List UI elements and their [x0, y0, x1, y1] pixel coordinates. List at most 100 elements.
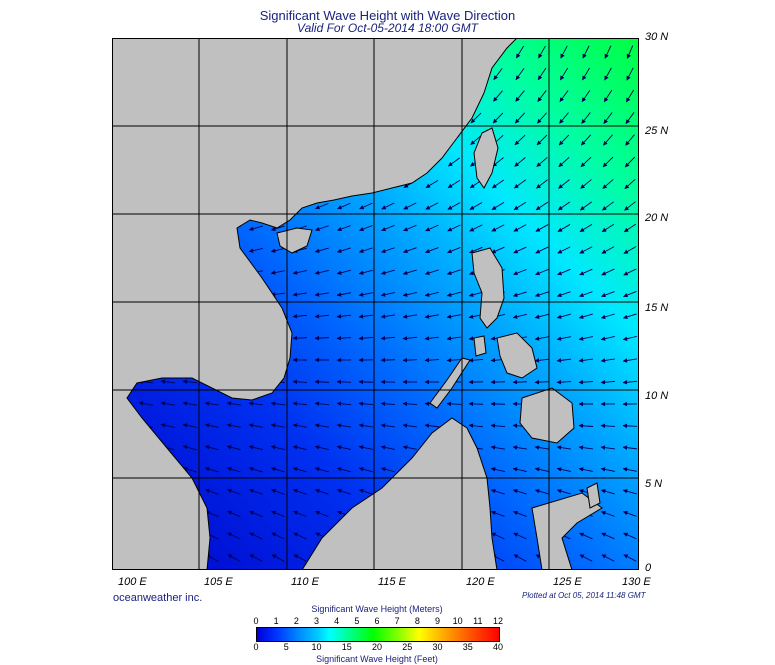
wave-direction-arrow	[447, 202, 461, 210]
wave-direction-arrow	[512, 488, 527, 495]
wave-direction-arrow	[446, 314, 461, 319]
wave-direction-arrow	[603, 134, 613, 146]
wave-direction-arrow	[380, 445, 395, 450]
wave-direction-arrow	[624, 201, 636, 211]
wave-direction-arrow	[380, 269, 395, 275]
wave-direction-arrow	[182, 423, 197, 428]
wave-direction-arrow	[514, 157, 526, 167]
wave-direction-arrow	[314, 225, 329, 232]
wave-direction-arrow	[623, 291, 637, 298]
wave-direction-arrow	[536, 179, 548, 189]
wave-direction-arrow	[535, 268, 549, 276]
wave-direction-arrow	[558, 134, 570, 146]
wave-direction-arrow	[622, 489, 637, 495]
wave-direction-arrow	[512, 467, 527, 473]
wave-height-map	[112, 38, 639, 570]
wave-direction-arrow	[534, 358, 550, 363]
visayas-islands	[496, 332, 538, 379]
wave-direction-arrow	[314, 445, 329, 450]
wave-direction-arrow	[579, 201, 592, 211]
wave-direction-arrow	[557, 201, 571, 211]
wave-direction-arrow	[293, 510, 307, 518]
wave-direction-arrow	[537, 67, 547, 81]
wave-direction-arrow	[559, 90, 569, 103]
wave-direction-arrow	[425, 224, 439, 232]
taiwan-island	[473, 127, 499, 189]
wave-direction-arrow	[557, 268, 571, 276]
wave-direction-arrow	[513, 554, 527, 562]
wave-direction-arrow	[160, 401, 175, 406]
wave-direction-arrow	[491, 510, 505, 517]
wave-direction-arrow	[446, 269, 461, 276]
wave-direction-arrow	[358, 314, 373, 319]
wave-direction-arrow	[248, 488, 263, 495]
wave-direction-arrow	[447, 157, 460, 167]
asia-mainland-land	[112, 38, 518, 570]
legend-meters-tick: 0	[253, 616, 259, 626]
wave-direction-arrow	[358, 401, 374, 406]
lon-label-130e: 130 E	[622, 576, 651, 588]
wave-direction-arrow	[581, 89, 591, 103]
wave-direction-arrow	[513, 246, 527, 254]
wave-direction-arrow	[292, 401, 308, 406]
legend-meters-tick: 6	[374, 616, 380, 626]
wave-direction-arrow	[358, 467, 373, 473]
wave-direction-arrow	[622, 510, 637, 517]
wave-direction-arrow	[600, 423, 616, 429]
legend-meters-tick: 12	[492, 616, 504, 626]
lon-label-105e: 105 E	[204, 576, 233, 588]
wave-direction-arrow	[534, 291, 549, 298]
wave-direction-arrow	[513, 269, 527, 276]
wave-direction-arrow	[248, 248, 263, 253]
wave-direction-arrow	[270, 270, 285, 275]
legend-meters-tick: 1	[273, 616, 279, 626]
wave-direction-arrow	[600, 379, 616, 385]
wave-direction-arrow	[425, 247, 439, 254]
wave-direction-arrow	[468, 291, 483, 297]
wave-direction-arrow	[468, 423, 484, 428]
wave-direction-arrow	[600, 313, 615, 319]
wave-direction-arrow	[446, 291, 461, 297]
wave-direction-arrow	[624, 156, 636, 168]
wave-direction-arrow	[469, 224, 483, 232]
wave-direction-arrow	[314, 270, 329, 275]
wave-direction-arrow	[314, 401, 330, 406]
wave-direction-arrow	[402, 336, 418, 341]
legend-meters-tick: 11	[473, 616, 483, 626]
wave-direction-arrow	[582, 67, 590, 81]
wave-direction-arrow	[623, 554, 637, 562]
wave-direction-arrow	[248, 466, 263, 473]
wave-direction-arrow	[226, 488, 241, 495]
lat-label-10n: 10 N	[645, 390, 669, 402]
wave-direction-arrow	[602, 201, 614, 211]
wave-direction-arrow	[381, 202, 395, 210]
wave-direction-arrow	[580, 179, 592, 189]
wave-direction-arrow	[337, 202, 351, 210]
wave-direction-arrow	[578, 379, 594, 385]
wave-direction-arrow	[623, 268, 637, 276]
wave-direction-arrow	[578, 467, 593, 472]
wave-direction-arrow	[537, 112, 547, 124]
wave-direction-arrow	[602, 179, 614, 189]
wave-direction-arrow	[538, 45, 546, 59]
wave-direction-arrow	[227, 532, 241, 540]
wave-direction-arrow	[602, 156, 614, 168]
wave-direction-arrow	[292, 292, 307, 297]
wave-direction-arrow	[249, 510, 263, 518]
wave-direction-arrow	[314, 488, 329, 495]
wave-direction-arrow	[227, 554, 241, 562]
wave-direction-arrow	[402, 423, 417, 428]
wave-direction-arrow	[600, 489, 615, 495]
lon-label-110e: 110 E	[291, 576, 319, 588]
wave-direction-arrow	[556, 313, 571, 319]
wave-direction-arrow	[402, 357, 418, 363]
wave-direction-arrow	[535, 201, 549, 211]
wave-direction-arrow	[271, 532, 285, 540]
wave-direction-arrow	[315, 510, 329, 518]
lat-label-15n: 15 N	[645, 302, 669, 314]
wave-direction-arrow	[558, 156, 570, 168]
wave-direction-arrow	[470, 112, 482, 124]
legend-feet-tick: 0	[253, 642, 259, 652]
wave-direction-arrow	[515, 45, 525, 59]
wave-direction-arrow	[270, 225, 285, 232]
